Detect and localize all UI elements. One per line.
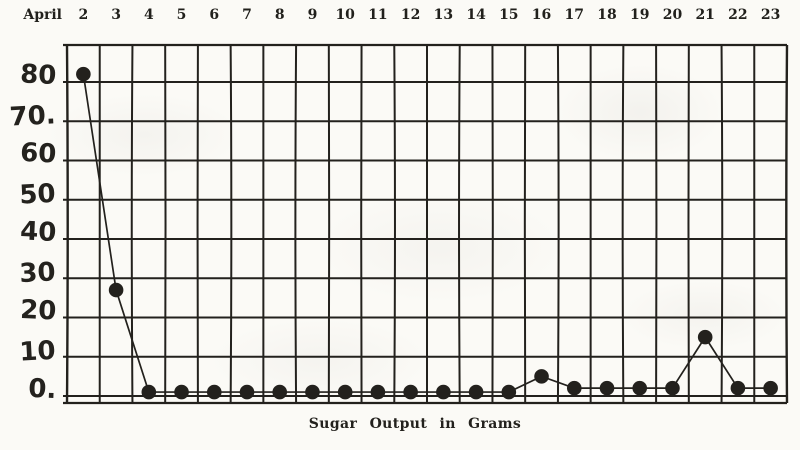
x-tick-label-4: 4	[144, 7, 154, 23]
gridline-h-50	[62, 198, 788, 201]
data-point-april-17	[566, 380, 582, 396]
x-tick-label-20: 20	[663, 7, 683, 23]
x-tick-label-18: 18	[597, 7, 616, 23]
x-tick-label-21: 21	[695, 7, 714, 23]
x-tick-label-15: 15	[499, 7, 518, 23]
x-tick-label-7: 7	[242, 7, 252, 23]
y-tick-label-40: 40	[20, 216, 57, 248]
x-tick-label-23: 23	[761, 7, 780, 23]
data-point-april-18	[599, 380, 615, 396]
y-tick-label-70: 70.	[9, 100, 57, 132]
x-tick-label-16: 16	[532, 7, 551, 23]
data-point-april-16	[534, 369, 549, 384]
gridline-v-7	[294, 44, 298, 404]
gridline-v-10	[393, 44, 396, 404]
gridline-v-0	[65, 44, 69, 404]
x-tick-label-13: 13	[434, 7, 453, 23]
gridline-v-2	[130, 44, 134, 404]
data-point-april-10	[337, 384, 353, 400]
data-point-april-3	[108, 282, 124, 298]
x-tick-label-17: 17	[565, 7, 584, 23]
data-point-april-21	[697, 329, 713, 345]
x-axis-prefix-label: April	[22, 7, 62, 23]
data-point-april-23	[763, 380, 778, 396]
y-tick-label-0: 0.	[28, 374, 57, 405]
y-tick-label-60: 60	[20, 138, 57, 170]
data-point-april-5	[174, 384, 189, 400]
gridline-v-22	[785, 44, 789, 404]
data-point-april-19	[632, 380, 648, 396]
x-tick-label-11: 11	[368, 7, 387, 23]
x-tick-label-12: 12	[401, 7, 420, 23]
data-point-april-22	[730, 380, 746, 396]
y-tick-label-30: 30	[19, 257, 57, 289]
data-point-april-9	[305, 384, 320, 400]
data-point-april-11	[370, 384, 386, 400]
chart-title: Sugar Output in Grams	[308, 416, 522, 432]
y-tick-label-80: 80	[20, 59, 57, 91]
data-point-april-2	[76, 66, 91, 82]
gridline-h-20	[62, 316, 788, 320]
x-tick-label-10: 10	[335, 7, 355, 23]
y-tick-label-20: 20	[20, 295, 57, 327]
x-tick-label-3: 3	[111, 7, 121, 23]
x-tick-label-2: 2	[78, 7, 88, 23]
gridline-h-70	[62, 120, 788, 123]
gridline-v-15	[556, 44, 560, 404]
x-tick-label-22: 22	[728, 7, 747, 23]
x-tick-label-14: 14	[466, 7, 486, 23]
data-point-april-7	[239, 384, 255, 400]
data-point-april-15	[501, 384, 517, 400]
data-point-april-12	[403, 384, 418, 400]
gridline-v-12	[458, 44, 461, 404]
data-point-april-14	[468, 384, 484, 400]
data-point-april-6	[206, 384, 222, 400]
x-tick-label-6: 6	[209, 7, 219, 23]
data-point-april-13	[436, 384, 451, 400]
y-tick-label-10: 10	[19, 336, 57, 368]
gridline-v-5	[229, 44, 233, 404]
x-tick-label-5: 5	[177, 7, 187, 23]
data-line	[82, 74, 771, 393]
x-tick-label-8: 8	[275, 7, 285, 23]
data-point-april-20	[665, 380, 680, 396]
data-point-april-4	[141, 384, 157, 400]
x-tick-label-19: 19	[630, 7, 649, 23]
gridline-v-17	[621, 44, 625, 404]
x-tick-label-9: 9	[308, 7, 318, 23]
y-tick-label-50: 50	[19, 179, 57, 211]
gridline-h-0	[62, 394, 788, 397]
gridline-v-20	[720, 44, 724, 404]
data-point-april-8	[272, 384, 288, 400]
